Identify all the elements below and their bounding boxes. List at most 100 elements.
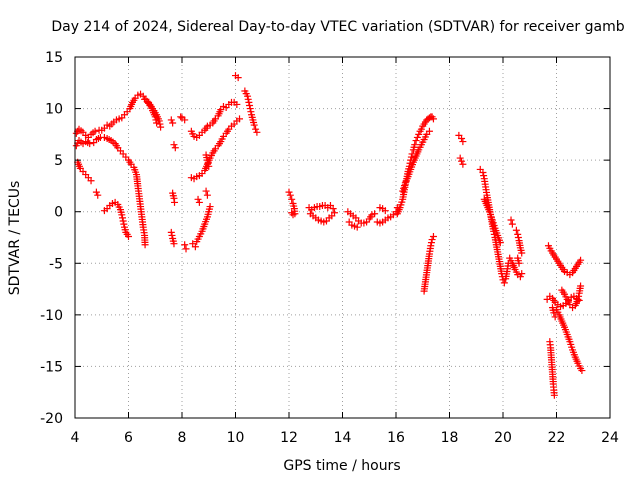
y-tick-label: -10 [40,308,63,324]
x-tick-label: 24 [601,430,619,446]
data-point [381,207,389,215]
data-point [577,282,585,290]
data-point [181,241,189,249]
data-point [94,191,102,199]
data-point [459,138,467,146]
data-point [479,169,487,177]
data-point [181,116,189,124]
axis-ticks: 4 6 8 10 12 14 16 18 20 22 24 15 10 5 0 -5 -10 -15 -20 [40,50,619,446]
data-point [87,177,95,185]
data-point [233,100,241,108]
data-point [574,295,582,303]
data-point [330,209,338,217]
data-point [170,141,178,149]
x-tick-label: 12 [280,430,298,446]
data-point [153,119,161,127]
data-point [157,123,165,131]
data-point [246,101,254,109]
data-point [125,232,132,240]
data-point [206,203,214,211]
data-point [171,198,179,206]
data-point [171,144,179,152]
data-point [191,243,199,251]
y-tick-label: -20 [40,411,63,427]
data-point [515,259,523,267]
data-point [413,133,421,141]
data-point [575,292,583,300]
data-point [245,98,253,106]
data-point [417,125,425,133]
data-point [204,159,212,167]
data-point [203,191,211,199]
x-tick-label: 16 [387,430,405,446]
y-tick-label: 10 [45,102,63,118]
data-point [91,127,99,135]
data-point [288,195,296,203]
x-tick-label: 20 [494,430,512,446]
data-point [182,245,190,253]
x-tick-label: 4 [71,430,80,446]
y-tick-label: 15 [45,50,63,66]
data-point [252,125,260,133]
data-point [119,217,127,225]
data-point [205,162,213,170]
data-point [247,108,255,116]
data-point [194,195,202,203]
x-tick-label: 18 [441,430,459,446]
x-tick-label: 10 [227,430,245,446]
data-point [329,205,337,213]
data-point [518,249,526,257]
data-point [170,240,178,248]
data-point [236,115,244,123]
data-point [244,92,252,100]
data-point [514,234,522,241]
data-point [514,230,522,238]
data-point [86,140,94,148]
data-point [496,239,504,247]
data-point [167,228,175,236]
data-point [195,198,203,206]
data-point [459,160,467,168]
data-point [577,256,585,264]
data-point [518,270,526,278]
data-point [118,211,126,219]
y-tick-label: -5 [49,256,63,272]
data-point [550,391,558,399]
data-point [253,128,261,136]
x-tick-label: 14 [334,430,352,446]
x-tick-label: 8 [178,430,187,446]
data-point [412,137,420,145]
data-point [425,127,433,135]
data-point [167,116,175,124]
y-axis-title: SDTVAR / TECUs [7,181,23,296]
data-point [246,105,254,113]
data-point [415,130,423,138]
data-point [516,273,524,281]
data-points [72,72,586,399]
x-axis-title: GPS time / hours [283,458,400,474]
data-point [118,214,126,222]
data-point [168,231,176,239]
data-point [508,220,516,228]
data-point [507,216,515,224]
data-point [550,309,558,317]
data-point [169,119,177,127]
data-point [177,113,185,121]
data-point [411,141,419,149]
data-point [353,223,361,231]
data-point [156,120,164,128]
data-point [285,188,293,196]
data-point [456,154,464,162]
data-point [512,226,520,234]
data-point [480,172,488,180]
data-point [428,236,436,244]
data-point [551,313,559,321]
data-point [429,115,437,123]
data-point [244,95,252,103]
data-point [234,74,242,82]
chart-title: Day 214 of 2024, Sidereal Day-to-day VTE… [51,19,624,35]
data-point [250,121,258,129]
data-point [371,210,379,218]
data-point [427,242,435,250]
